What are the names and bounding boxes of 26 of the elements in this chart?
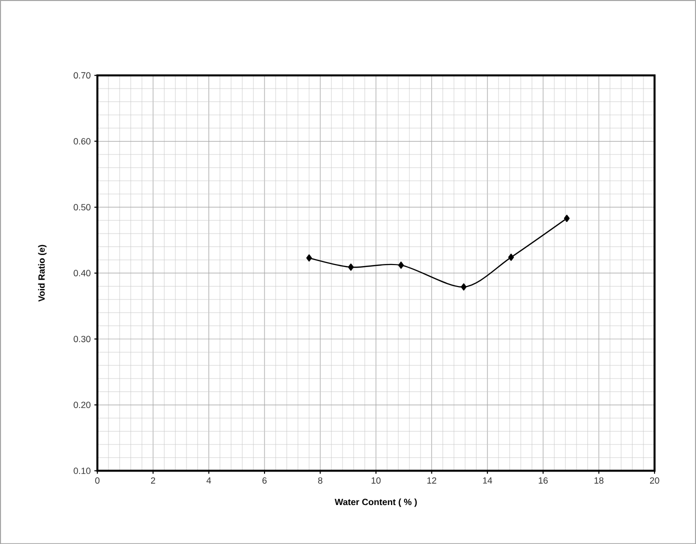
x-tick-label: 4 xyxy=(206,477,212,484)
y-tick-label: 0.50 xyxy=(74,204,90,210)
x-tick-label: 8 xyxy=(318,477,322,484)
x-tick-label: 20 xyxy=(650,477,660,484)
y-tick-label: 0.40 xyxy=(74,270,90,276)
x-tick-label: 2 xyxy=(151,477,156,484)
x-tick-label: 0 xyxy=(95,477,100,484)
point xyxy=(508,254,514,261)
y-tick-label: 0.70 xyxy=(74,72,90,78)
y-tick-label: 0.30 xyxy=(74,336,90,342)
point xyxy=(460,283,467,290)
point xyxy=(306,254,312,262)
x-tick-label: 12 xyxy=(427,477,436,484)
x-tick-label: 18 xyxy=(594,477,604,484)
x-tick-label: 6 xyxy=(262,477,267,484)
y-tick-label: 0.20 xyxy=(74,402,90,408)
point xyxy=(564,214,570,222)
y-axis-title: Void Ratio (e) xyxy=(38,244,47,302)
x-tick-label: 16 xyxy=(538,477,548,484)
x-tick-label: 10 xyxy=(372,477,381,484)
x-tick-label: 14 xyxy=(483,477,492,484)
y-tick-label: 0.60 xyxy=(74,138,90,144)
x-axis-title: Water Content ( % ) xyxy=(334,498,417,507)
point xyxy=(348,263,354,271)
point xyxy=(398,262,404,269)
y-tick-label: 0.10 xyxy=(74,468,90,474)
